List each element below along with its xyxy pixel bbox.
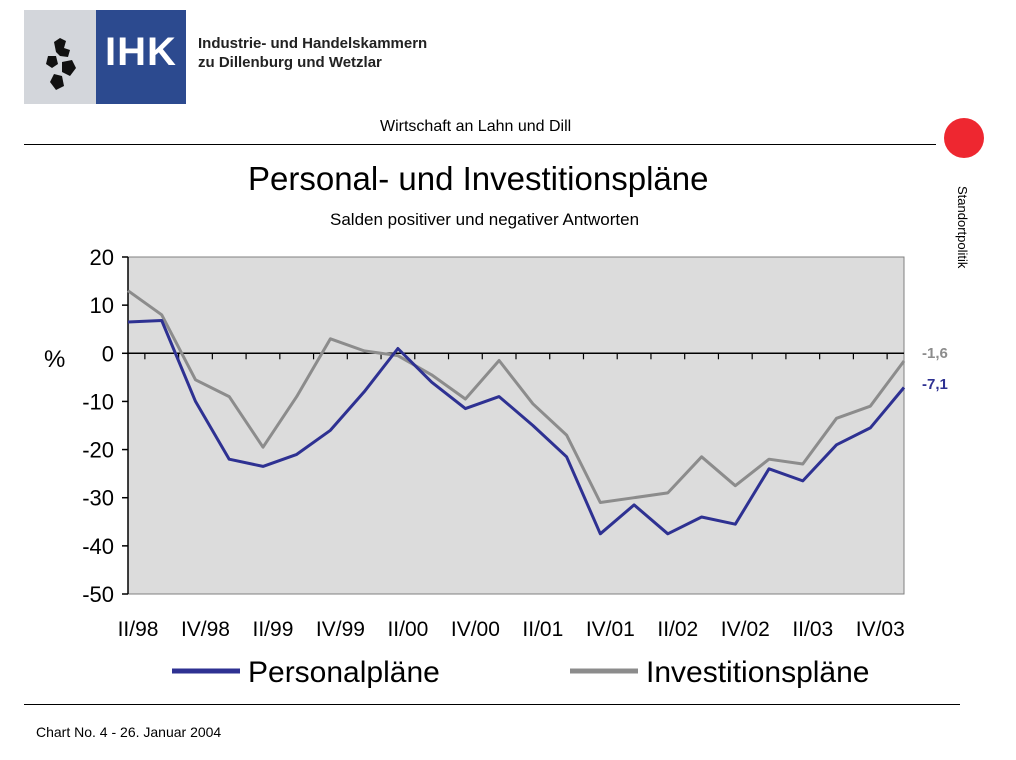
legend-label-personal: Personalpläne xyxy=(248,656,440,689)
y-tick-label: -10 xyxy=(82,389,114,414)
y-tick-label: 10 xyxy=(90,293,114,318)
x-tick-label: II/03 xyxy=(792,618,833,641)
legend-label-invest: Investitionspläne xyxy=(646,656,869,689)
x-tick-label: II/01 xyxy=(522,618,563,641)
x-tick-label: IV/99 xyxy=(316,618,365,641)
map-emblem xyxy=(24,10,96,104)
region-map-icon xyxy=(46,38,76,90)
y-tick-label: 0 xyxy=(102,341,114,366)
side-label: Standortpolitik xyxy=(955,186,970,269)
red-dot-icon xyxy=(944,118,984,158)
y-tick-label: 20 xyxy=(90,245,114,270)
logo-text: IHK xyxy=(105,30,177,74)
series-line-invest xyxy=(127,289,906,504)
x-tick-label: II/02 xyxy=(657,618,698,641)
footer-divider xyxy=(24,704,960,705)
y-tick-label: -20 xyxy=(82,438,114,463)
x-tick-label: II/00 xyxy=(387,618,428,641)
x-tick-label: IV/02 xyxy=(721,618,770,641)
x-tick-label: IV/98 xyxy=(181,618,230,641)
y-tick-label: -40 xyxy=(82,534,114,559)
x-tick-label: II/99 xyxy=(253,618,294,641)
logo-badge: IHK xyxy=(96,10,186,104)
y-tick-label: -30 xyxy=(82,486,114,511)
x-tick-label: IV/03 xyxy=(856,618,905,641)
y-axis-label: % xyxy=(44,346,65,373)
x-tick-label: IV/01 xyxy=(586,618,635,641)
header-divider xyxy=(24,144,936,145)
chart-subtitle: Salden positiver und negativer Antworten xyxy=(330,210,640,229)
chart-title: Personal- und Investitionspläne xyxy=(248,160,709,197)
end-label-personal: -7,1 xyxy=(922,376,948,393)
end-label-invest: -1,6 xyxy=(922,345,948,362)
org-name-line1: Industrie- und Handelskammern xyxy=(198,35,428,52)
plot-area xyxy=(127,256,905,595)
org-name-line2: zu Dillenburg und Wetzlar xyxy=(198,54,382,71)
footer-text: Chart No. 4 - 26. Januar 2004 xyxy=(36,724,222,740)
series-line-personal xyxy=(127,319,906,536)
y-tick-label: -50 xyxy=(82,582,114,607)
x-tick-label: II/98 xyxy=(118,618,159,641)
x-tick-label: IV/00 xyxy=(451,618,500,641)
ihk-logo: IHK xyxy=(24,10,186,104)
header-text: Wirtschaft an Lahn und Dill xyxy=(380,118,572,135)
